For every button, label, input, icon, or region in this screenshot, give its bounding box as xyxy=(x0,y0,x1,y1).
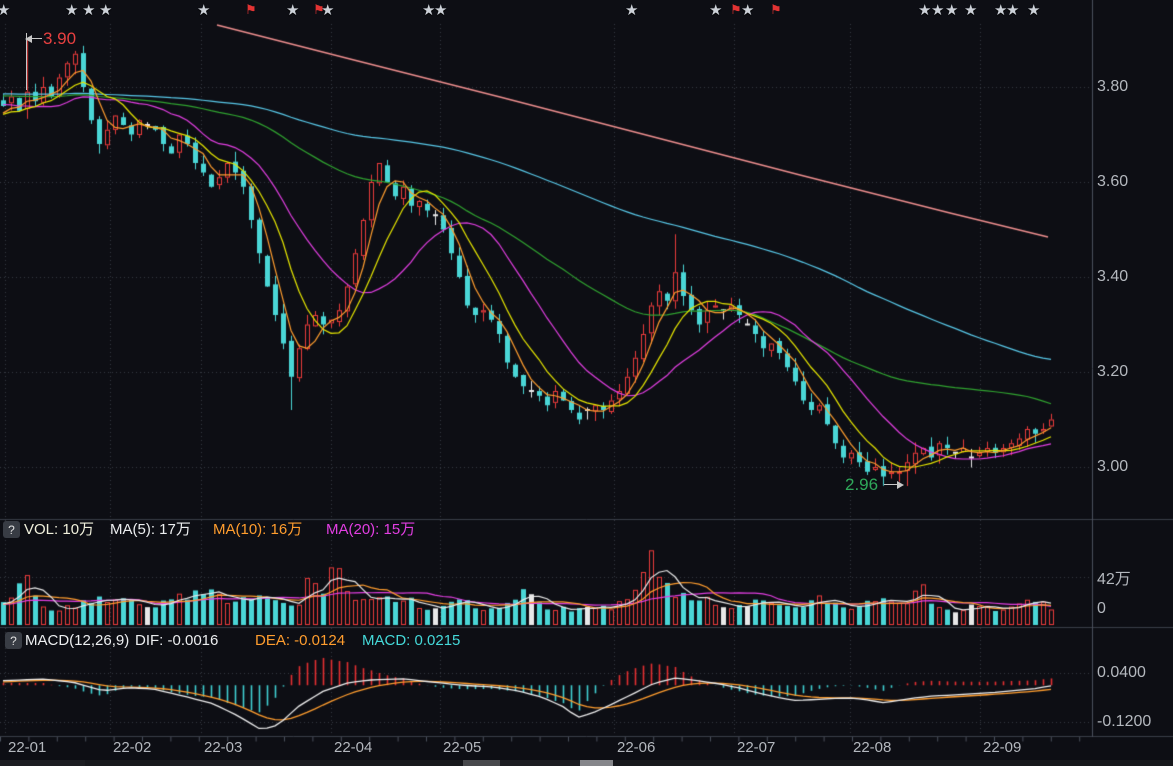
price-axis-label: 3.20 xyxy=(1097,363,1129,380)
star-marker-icon: ★ xyxy=(741,2,755,19)
star-marker-icon: ★ xyxy=(422,2,436,19)
flag-marker-icon: ⚑ xyxy=(245,2,257,17)
low-price-annotation: 2.96 xyxy=(845,475,879,494)
star-marker-icon: ★ xyxy=(321,2,335,19)
volume-ma10-label: MA(10): 16万 xyxy=(213,521,303,538)
macd-help-button[interactable]: ? xyxy=(5,632,22,649)
taskbar-segment xyxy=(85,760,170,766)
x-axis-label: 22-02 xyxy=(113,739,152,756)
star-marker-icon: ★ xyxy=(1006,2,1020,19)
star-marker-icon: ★ xyxy=(434,2,448,19)
star-marker-icon: ★ xyxy=(0,2,11,19)
volume-axis-label: 0 xyxy=(1097,600,1106,617)
taskbar-strip xyxy=(0,760,1173,766)
volume-ma5-label: MA(5): 17万 xyxy=(110,521,191,538)
left-arrow-icon xyxy=(25,35,32,43)
taskbar-segment xyxy=(320,760,463,766)
volume-ma20-label: MA(20): 15万 xyxy=(326,521,416,538)
high-price-annotation: 3.90 xyxy=(43,29,77,48)
macd-value-label: MACD: 0.0215 xyxy=(362,632,461,649)
star-marker-icon: ★ xyxy=(709,2,723,19)
x-axis-label: 22-01 xyxy=(8,739,47,756)
x-axis-label: 22-09 xyxy=(983,739,1022,756)
x-axis-label: 22-08 xyxy=(853,739,892,756)
flag-marker-icon: ⚑ xyxy=(313,2,325,17)
price-axis-label: 3.40 xyxy=(1097,268,1129,285)
x-axis-label: 22-03 xyxy=(204,739,243,756)
x-axis-label: 22-05 xyxy=(443,739,482,756)
macd-axis-label: 0.0400 xyxy=(1097,664,1146,681)
taskbar-segment xyxy=(500,760,580,766)
star-marker-icon: ★ xyxy=(99,2,113,19)
star-marker-icon: ★ xyxy=(964,2,978,19)
high-annotation-line xyxy=(26,33,27,90)
taskbar-segment xyxy=(463,760,500,766)
star-marker-icon: ★ xyxy=(82,2,96,19)
x-axis-label: 22-07 xyxy=(737,739,776,756)
star-marker-icon: ★ xyxy=(197,2,211,19)
star-marker-icon: ★ xyxy=(286,2,300,19)
x-axis-label: 22-04 xyxy=(334,739,373,756)
low-annotation-line xyxy=(884,484,898,485)
star-marker-icon: ★ xyxy=(918,2,932,19)
taskbar-segment xyxy=(170,760,320,766)
taskbar-segment xyxy=(580,760,613,766)
volume-value-label: VOL: 10万 xyxy=(24,521,95,538)
taskbar-segment xyxy=(613,760,1173,766)
price-axis-label: 3.60 xyxy=(1097,173,1129,190)
flag-marker-icon: ⚑ xyxy=(770,2,782,17)
price-axis-label: 3.00 xyxy=(1097,458,1129,475)
macd-dea-label: DEA: -0.0124 xyxy=(255,632,346,649)
taskbar-segment xyxy=(0,760,85,766)
star-marker-icon: ★ xyxy=(625,2,639,19)
star-marker-icon: ★ xyxy=(994,2,1008,19)
x-axis-label: 22-06 xyxy=(617,739,656,756)
volume-help-button[interactable]: ? xyxy=(3,521,20,538)
star-marker-icon: ★ xyxy=(65,2,79,19)
right-arrow-icon xyxy=(897,481,904,489)
star-marker-icon: ★ xyxy=(945,2,959,19)
volume-axis-label: 42万 xyxy=(1097,571,1131,588)
price-axis-label: 3.80 xyxy=(1097,78,1129,95)
star-marker-icon: ★ xyxy=(1027,2,1041,19)
macd-indicator-label: MACD(12,26,9) xyxy=(25,632,130,649)
macd-dif-label: DIF: -0.0016 xyxy=(135,632,219,649)
high-annotation-line xyxy=(27,38,42,39)
star-marker-icon: ★ xyxy=(931,2,945,19)
macd-axis-label: -0.1200 xyxy=(1097,713,1152,730)
flag-marker-icon: ⚑ xyxy=(730,2,742,17)
